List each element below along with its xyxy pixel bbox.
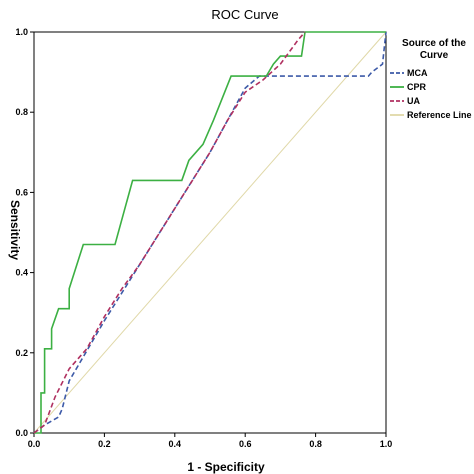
series-line-cpr [34,31,386,434]
x-tick-label: 0.6 [239,439,252,449]
series-layer [33,31,387,434]
y-tick-label: 0.8 [15,107,28,117]
x-tick-label: 0.0 [28,439,41,449]
x-tick-label: 1.0 [380,439,393,449]
y-axis-title: Sensitivity [8,200,22,260]
y-tick-label: 0.2 [15,348,28,358]
legend: Source of the Curve MCA CPR UA Reference Li… [390,38,472,120]
y-tick-label: 0.4 [15,268,28,278]
x-axis-ticks: 0.0 0.2 0.4 0.6 0.8 1.0 [28,433,393,449]
chart-title: ROC Curve [211,7,278,22]
x-axis-title: 1 - Specificity [187,460,265,474]
y-tick-label: 0.0 [15,428,28,438]
series-line-ua [33,31,306,434]
legend-label: MCA [407,68,428,78]
x-tick-label: 0.4 [169,439,182,449]
legend-title-line2: Curve [420,50,449,61]
legend-items: MCA CPR UA Reference Line [390,68,472,120]
y-tick-label: 0.6 [15,187,28,197]
legend-title-line1: Source of the [402,38,466,49]
y-tick-label: 1.0 [15,27,28,37]
legend-label: Reference Line [407,110,472,120]
legend-label: UA [407,96,420,106]
legend-label: CPR [407,82,427,92]
y-axis-ticks: 0.0 0.2 0.4 0.6 0.8 1.0 [15,27,34,438]
x-tick-label: 0.2 [98,439,111,449]
series-line-mca [33,31,387,434]
x-tick-label: 0.8 [309,439,322,449]
series-line-reference-line [33,31,387,434]
